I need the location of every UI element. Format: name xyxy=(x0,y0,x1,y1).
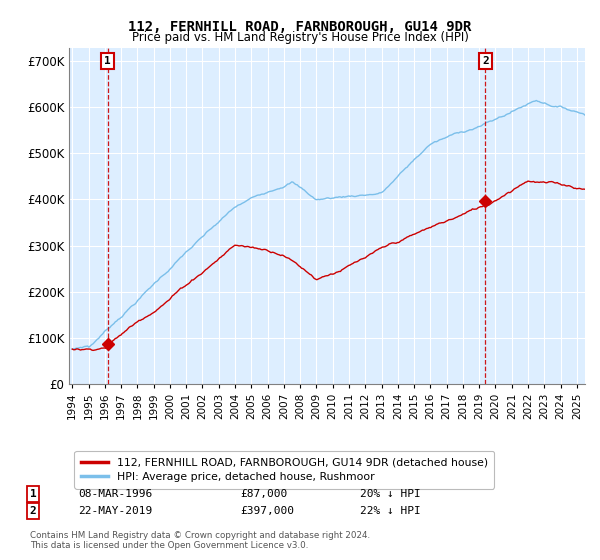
Text: 08-MAR-1996: 08-MAR-1996 xyxy=(78,489,152,499)
Text: 2: 2 xyxy=(482,56,489,66)
Text: Contains HM Land Registry data © Crown copyright and database right 2024.
This d: Contains HM Land Registry data © Crown c… xyxy=(30,531,370,550)
Text: £397,000: £397,000 xyxy=(240,506,294,516)
Text: 22% ↓ HPI: 22% ↓ HPI xyxy=(360,506,421,516)
Legend: 112, FERNHILL ROAD, FARNBOROUGH, GU14 9DR (detached house), HPI: Average price, : 112, FERNHILL ROAD, FARNBOROUGH, GU14 9D… xyxy=(74,451,494,488)
Text: 1: 1 xyxy=(104,56,111,66)
Text: Price paid vs. HM Land Registry's House Price Index (HPI): Price paid vs. HM Land Registry's House … xyxy=(131,31,469,44)
Text: 1: 1 xyxy=(29,489,37,499)
Text: 112, FERNHILL ROAD, FARNBOROUGH, GU14 9DR: 112, FERNHILL ROAD, FARNBOROUGH, GU14 9D… xyxy=(128,20,472,34)
Text: £87,000: £87,000 xyxy=(240,489,287,499)
Text: 20% ↓ HPI: 20% ↓ HPI xyxy=(360,489,421,499)
Text: 22-MAY-2019: 22-MAY-2019 xyxy=(78,506,152,516)
Text: 2: 2 xyxy=(29,506,37,516)
